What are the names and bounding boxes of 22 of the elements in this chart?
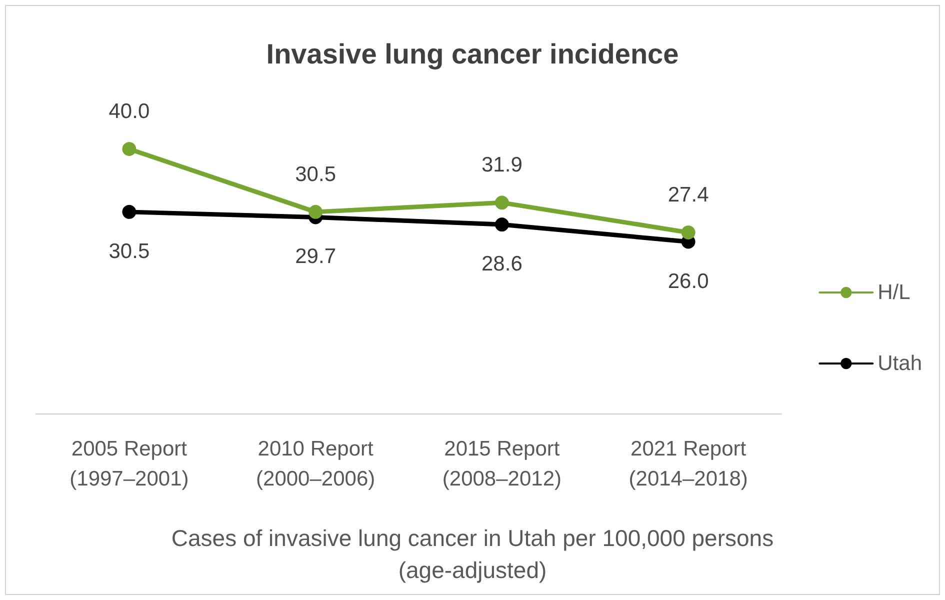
x-tick-label: 2021 Report (2014–2018) [628, 438, 748, 490]
data-label: 28.6 [482, 252, 522, 276]
data-label: 40.0 [108, 100, 150, 123]
point [494, 218, 509, 232]
point [308, 204, 323, 219]
legend-label: Utah [878, 352, 922, 375]
point [122, 204, 136, 219]
x-axis-title: Cases of invasive lung cancer in Utah per 100,000 persons (age-adjusted) [171, 525, 774, 583]
data-label: 27.4 [668, 183, 710, 206]
data-label: 31.9 [482, 154, 522, 177]
x-tick-label: 2010 Report (2000–2006) [256, 438, 376, 490]
data-label: 30.5 [108, 240, 150, 263]
data-label: 26.0 [668, 270, 709, 293]
point [681, 225, 696, 240]
data-label: 29.7 [295, 245, 336, 268]
point [494, 196, 509, 210]
point [122, 142, 136, 156]
legend-label: H/L [878, 281, 910, 304]
chart-title: Invasive lung cancer incidence [266, 38, 679, 70]
data-label: 30.5 [295, 162, 336, 186]
x-tick-label: 2015 Report (2008–2012) [442, 438, 562, 490]
x-tick-label: 2005 Report (1997–2001) [70, 438, 189, 490]
